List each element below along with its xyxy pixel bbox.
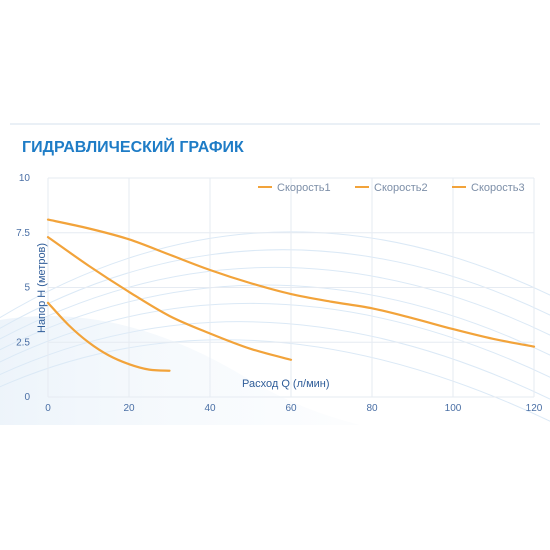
- y-tick-label: 10: [19, 173, 31, 184]
- legend-label-speed3: Скорость3: [471, 182, 525, 194]
- x-tick-label: 100: [445, 403, 462, 414]
- y-tick-label: 2.5: [16, 337, 30, 348]
- y-tick-label: 5: [24, 283, 30, 294]
- x-tick-label: 60: [285, 403, 297, 414]
- legend: Скорость1 Скорость2 Скорость3: [258, 182, 525, 194]
- x-axis-label: Расход Q (л/мин): [242, 378, 330, 390]
- chart-title: ГИДРАВЛИЧЕСКИЙ ГРАФИК: [22, 137, 244, 156]
- grid: [47, 177, 535, 398]
- y-tick-label: 0: [24, 392, 30, 403]
- background-wave: [0, 316, 360, 425]
- legend-item-speed3: Скорость3: [452, 182, 525, 194]
- legend-label-speed1: Скорость1: [277, 182, 331, 194]
- series-line-speed2: [46, 236, 293, 361]
- x-tick-label: 80: [366, 403, 378, 414]
- x-tick-label: 40: [204, 403, 216, 414]
- x-tick-label: 120: [526, 403, 543, 414]
- series-line-speed3: [46, 301, 171, 372]
- series-lines: [46, 218, 536, 372]
- x-axis-ticks: 0 20 40 60 80 100 120: [45, 403, 543, 414]
- legend-item-speed2: Скорость2: [355, 182, 428, 194]
- legend-item-speed1: Скорость1: [258, 182, 331, 194]
- series-line-speed1: [46, 218, 536, 348]
- y-axis-label: Напор H (метров): [36, 243, 48, 333]
- legend-label-speed2: Скорость2: [374, 182, 428, 194]
- y-tick-label: 7.5: [16, 228, 30, 239]
- x-tick-label: 0: [45, 403, 51, 414]
- x-tick-label: 20: [123, 403, 135, 414]
- y-axis-ticks: 0 2.5 5 7.5 10: [16, 173, 30, 403]
